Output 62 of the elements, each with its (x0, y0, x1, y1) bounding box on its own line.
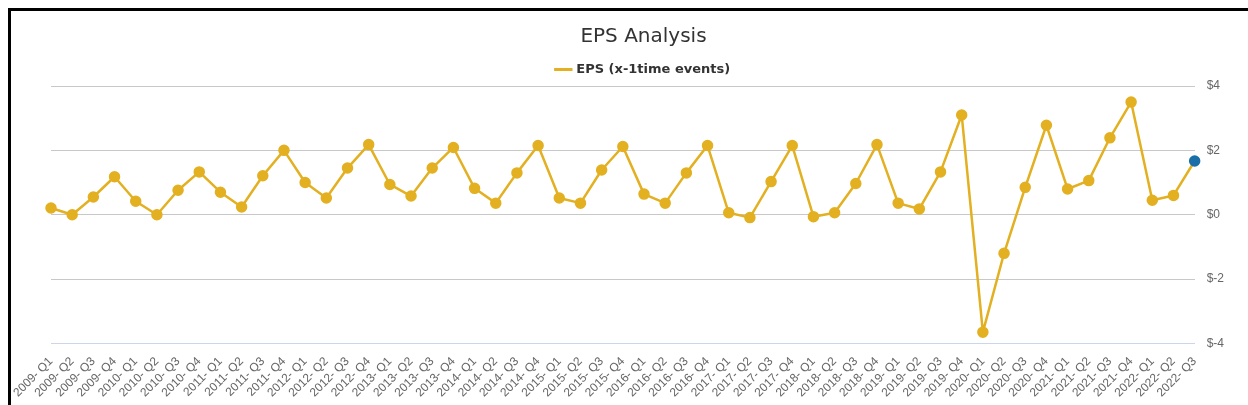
point (722, 207, 735, 219)
point (765, 175, 777, 188)
y-tick-label: $-4 (1206, 335, 1225, 350)
point (913, 203, 926, 215)
point (447, 141, 460, 154)
point (129, 195, 142, 207)
point (680, 167, 693, 179)
point (468, 182, 481, 195)
point (384, 178, 396, 191)
point (574, 197, 587, 209)
chart-title: EPS Analysis (580, 23, 707, 48)
point (362, 138, 375, 151)
point (998, 247, 1010, 260)
point (172, 184, 184, 197)
y-tick-label: $4 (1206, 78, 1221, 93)
point (45, 202, 57, 214)
point (786, 139, 799, 152)
point (1061, 183, 1074, 195)
point (850, 177, 862, 190)
point (1040, 119, 1053, 132)
point (977, 326, 989, 338)
point (1146, 194, 1159, 206)
point (214, 186, 227, 198)
legend-label: EPS (x-1time events) (576, 60, 731, 76)
point (934, 166, 947, 178)
point (701, 139, 714, 152)
point (1083, 174, 1095, 187)
point (426, 162, 438, 174)
point (1167, 189, 1180, 202)
point (1104, 132, 1116, 144)
point (1188, 155, 1201, 167)
point (405, 190, 417, 202)
y-tick-label: $-2 (1206, 271, 1225, 286)
y-tick-label: $2 (1206, 142, 1221, 157)
point (1125, 96, 1137, 108)
point (257, 170, 269, 182)
point (193, 166, 205, 178)
point (511, 167, 523, 179)
point (1019, 181, 1031, 194)
y-tick-label: $0 (1206, 207, 1221, 222)
point (299, 176, 311, 189)
point (151, 208, 163, 221)
point (744, 211, 756, 224)
point (638, 188, 650, 200)
point (595, 164, 608, 176)
point (341, 162, 354, 174)
point (532, 139, 544, 152)
point (871, 138, 883, 151)
point (892, 197, 904, 209)
point (955, 109, 968, 121)
point (66, 208, 78, 221)
point (278, 144, 290, 157)
point (617, 140, 629, 153)
point (320, 192, 333, 204)
point (87, 191, 100, 203)
point (807, 210, 820, 223)
point (108, 171, 121, 183)
point (490, 197, 502, 209)
point (659, 197, 671, 209)
point (553, 192, 566, 204)
point (828, 207, 841, 219)
point (235, 201, 248, 213)
